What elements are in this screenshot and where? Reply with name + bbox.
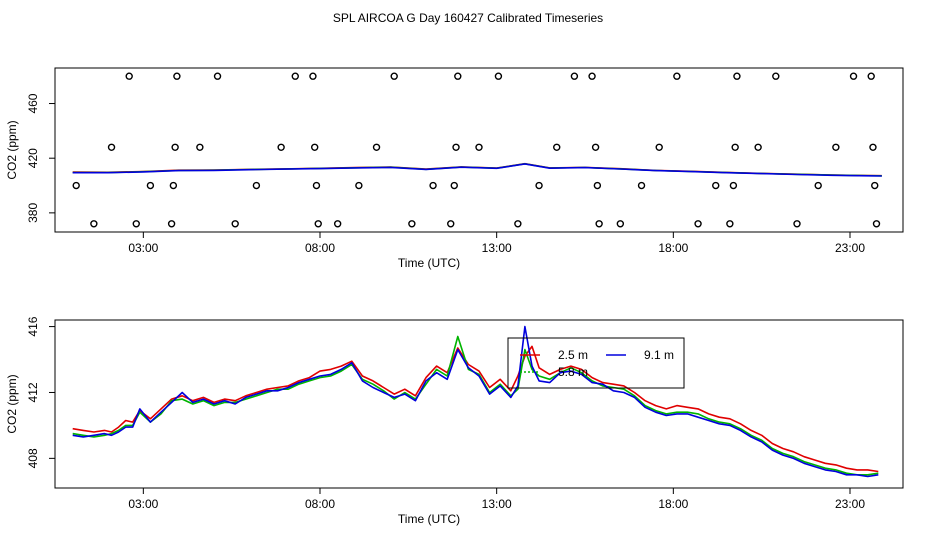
bottom-panel: 03:00 08:00 13:00 18:00 23:00 408 412 416 Time (… bbox=[5, 316, 904, 526]
flag-point bbox=[173, 72, 181, 80]
flag-point bbox=[475, 143, 483, 151]
top-panel: 03:00 08:00 13:00 18:00 23:00 380 420 460 Time (… bbox=[5, 67, 904, 270]
flag-point bbox=[616, 220, 625, 228]
flag-point bbox=[146, 181, 155, 190]
legend-box bbox=[507, 337, 685, 389]
flag-point bbox=[452, 143, 460, 151]
flag-point bbox=[754, 143, 762, 151]
flag-point bbox=[867, 72, 875, 80]
x-axis-label: Time (UTC) bbox=[398, 512, 460, 526]
flag-point bbox=[726, 220, 734, 228]
chart-title: SPL AIRCOA G Day 160427 Calibrated Times… bbox=[333, 11, 603, 25]
flag-point bbox=[494, 72, 503, 80]
flag-point bbox=[849, 72, 858, 80]
flag-point bbox=[196, 143, 204, 151]
y-tick-label: 420 bbox=[26, 148, 40, 168]
x-axis-label: Time (UTC) bbox=[398, 256, 460, 270]
series-line-9-1-m bbox=[72, 163, 882, 177]
legend-label: 2.5 m bbox=[558, 348, 588, 362]
legend: 2.5 m 9.1 m 5.8 m bbox=[507, 337, 685, 389]
flag-point bbox=[291, 72, 299, 80]
y-tick-label: 412 bbox=[26, 382, 40, 402]
flag-point bbox=[309, 72, 317, 80]
flag-point bbox=[694, 220, 702, 228]
flag-point bbox=[171, 143, 179, 151]
flag-point bbox=[333, 220, 342, 228]
flag-point bbox=[871, 181, 879, 190]
flag-point bbox=[655, 143, 663, 151]
flag-point bbox=[167, 220, 176, 228]
flag-point bbox=[535, 181, 543, 190]
series-line-9-1-m bbox=[72, 325, 879, 478]
y-axis-label: CO2 (ppm) bbox=[5, 120, 19, 179]
flag-point bbox=[733, 72, 741, 80]
flag-point bbox=[107, 143, 116, 151]
flag-point bbox=[213, 72, 222, 80]
flag-point bbox=[390, 72, 398, 80]
x-tick-label: 18:00 bbox=[658, 241, 688, 255]
flag-point bbox=[814, 181, 822, 190]
flag-point bbox=[637, 181, 646, 190]
flag-point bbox=[731, 143, 739, 151]
flag-point bbox=[553, 143, 561, 151]
y-tick-label: 380 bbox=[26, 203, 40, 223]
flag-point bbox=[712, 181, 720, 190]
flag-point bbox=[593, 181, 602, 190]
flag-point bbox=[729, 181, 738, 190]
flag-point bbox=[454, 72, 462, 80]
y-tick-label: 460 bbox=[26, 93, 40, 113]
x-tick-label: 13:00 bbox=[482, 241, 512, 255]
flag-point bbox=[277, 143, 285, 151]
flag-point bbox=[372, 143, 381, 151]
flag-point bbox=[125, 72, 133, 80]
flag-point bbox=[588, 72, 596, 80]
flag-point bbox=[408, 220, 416, 228]
flag-point bbox=[869, 143, 877, 151]
flag-point bbox=[72, 181, 80, 190]
x-tick-label: 23:00 bbox=[835, 241, 865, 255]
series-line-2-5-m bbox=[72, 345, 879, 473]
flag-point bbox=[793, 220, 801, 228]
y-tick-label: 416 bbox=[26, 316, 40, 336]
x-tick-label: 08:00 bbox=[305, 497, 335, 511]
flag-point bbox=[355, 181, 363, 190]
x-tick-label: 03:00 bbox=[128, 497, 158, 511]
flag-point bbox=[595, 220, 603, 228]
plot-frame bbox=[54, 319, 904, 489]
flag-point bbox=[514, 220, 522, 228]
y-axis-label: CO2 (ppm) bbox=[5, 374, 19, 433]
x-tick-label: 03:00 bbox=[128, 241, 158, 255]
x-tick-label: 23:00 bbox=[835, 497, 865, 511]
flag-point bbox=[570, 72, 579, 80]
flag-point bbox=[252, 181, 261, 190]
flag-point bbox=[429, 181, 437, 190]
flag-point bbox=[90, 220, 98, 228]
flag-point bbox=[311, 143, 319, 151]
flag-point bbox=[447, 220, 455, 228]
y-tick-label: 408 bbox=[26, 448, 40, 468]
plot-frame bbox=[54, 67, 904, 233]
x-tick-label: 08:00 bbox=[305, 241, 335, 255]
flag-point bbox=[591, 143, 600, 151]
flag-point bbox=[231, 220, 239, 228]
flag-point bbox=[312, 181, 321, 190]
x-tick-label: 18:00 bbox=[658, 497, 688, 511]
x-tick-label: 13:00 bbox=[482, 497, 512, 511]
flag-point bbox=[673, 72, 681, 80]
flag-point bbox=[132, 220, 140, 228]
series-line-5-8-m bbox=[72, 335, 879, 476]
flag-point bbox=[314, 220, 322, 228]
flag-point bbox=[169, 181, 178, 190]
legend-label: 9.1 m bbox=[644, 348, 674, 362]
legend-label: 5.8 m bbox=[558, 365, 588, 379]
flag-point bbox=[772, 72, 780, 80]
flag-point bbox=[832, 143, 840, 151]
flag-point bbox=[872, 220, 881, 228]
flag-point bbox=[450, 181, 458, 190]
